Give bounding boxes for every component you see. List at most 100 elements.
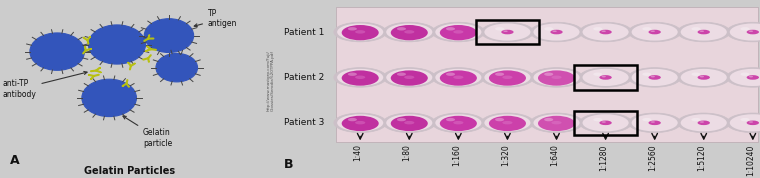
Circle shape: [397, 118, 406, 121]
Circle shape: [642, 118, 651, 121]
Text: anti-TP
antibody: anti-TP antibody: [2, 71, 87, 99]
Ellipse shape: [342, 25, 378, 40]
Circle shape: [727, 113, 760, 133]
Circle shape: [446, 72, 455, 76]
Circle shape: [602, 76, 606, 77]
Circle shape: [579, 113, 632, 133]
Text: Patient 3: Patient 3: [283, 118, 324, 127]
Circle shape: [156, 53, 198, 82]
Circle shape: [677, 68, 730, 87]
Circle shape: [435, 23, 481, 41]
Circle shape: [484, 69, 530, 86]
Bar: [134, 63, 136, 64]
Ellipse shape: [342, 70, 378, 86]
Circle shape: [642, 27, 651, 30]
Circle shape: [432, 113, 485, 133]
Circle shape: [700, 76, 704, 77]
Circle shape: [698, 30, 710, 34]
Circle shape: [749, 30, 753, 32]
Bar: [84, 46, 86, 48]
Ellipse shape: [502, 121, 512, 124]
Circle shape: [692, 118, 701, 121]
Bar: [88, 74, 90, 75]
Circle shape: [651, 121, 655, 123]
Ellipse shape: [489, 70, 526, 86]
Bar: [145, 50, 147, 52]
Circle shape: [495, 118, 504, 121]
Circle shape: [550, 30, 562, 34]
Bar: [574, 65, 638, 90]
Circle shape: [553, 30, 557, 32]
Circle shape: [681, 114, 727, 131]
Circle shape: [334, 22, 387, 42]
Circle shape: [602, 121, 606, 123]
Text: B: B: [283, 158, 293, 171]
Text: 1:640: 1:640: [550, 144, 559, 166]
Text: 1:160: 1:160: [451, 144, 461, 166]
Circle shape: [383, 68, 435, 87]
Ellipse shape: [355, 75, 366, 79]
Circle shape: [648, 30, 661, 34]
Circle shape: [594, 118, 602, 121]
Circle shape: [446, 27, 455, 30]
Circle shape: [386, 69, 432, 86]
Circle shape: [582, 69, 629, 86]
Ellipse shape: [453, 30, 464, 34]
Bar: [476, 20, 540, 44]
Circle shape: [544, 118, 553, 121]
Circle shape: [746, 121, 759, 125]
Circle shape: [397, 72, 406, 76]
Text: 1:80: 1:80: [403, 144, 412, 161]
Bar: [90, 48, 91, 50]
Ellipse shape: [453, 75, 464, 79]
Circle shape: [579, 22, 632, 42]
Bar: [99, 67, 100, 69]
Circle shape: [484, 114, 530, 131]
Bar: [89, 36, 91, 38]
Ellipse shape: [552, 121, 562, 124]
Circle shape: [594, 27, 602, 30]
Ellipse shape: [552, 75, 562, 79]
Circle shape: [648, 75, 661, 80]
Circle shape: [582, 114, 629, 131]
Circle shape: [495, 72, 504, 76]
Circle shape: [740, 72, 749, 76]
Circle shape: [544, 27, 553, 30]
Circle shape: [534, 114, 580, 131]
Circle shape: [632, 69, 678, 86]
Bar: [100, 72, 102, 73]
Circle shape: [435, 69, 481, 86]
Circle shape: [582, 23, 629, 41]
Text: Patient 1: Patient 1: [283, 28, 324, 36]
Bar: [122, 85, 124, 87]
Ellipse shape: [538, 116, 575, 131]
Circle shape: [749, 121, 753, 123]
Circle shape: [348, 72, 357, 76]
Circle shape: [334, 68, 387, 87]
Circle shape: [700, 30, 704, 32]
Bar: [574, 111, 638, 135]
Circle shape: [746, 75, 759, 80]
Text: Gelatin Particles: Gelatin Particles: [84, 166, 176, 176]
Circle shape: [484, 23, 530, 41]
Circle shape: [481, 113, 534, 133]
Circle shape: [481, 22, 534, 42]
Ellipse shape: [391, 25, 428, 40]
Ellipse shape: [440, 70, 477, 86]
Circle shape: [144, 19, 194, 53]
Bar: [148, 35, 150, 36]
Circle shape: [30, 33, 84, 70]
Text: 1:40: 1:40: [353, 144, 363, 161]
Circle shape: [534, 23, 580, 41]
FancyBboxPatch shape: [336, 7, 758, 142]
Circle shape: [446, 118, 455, 121]
Circle shape: [651, 30, 655, 32]
Circle shape: [432, 68, 485, 87]
Circle shape: [700, 121, 704, 123]
Circle shape: [629, 113, 681, 133]
Circle shape: [600, 30, 612, 34]
Ellipse shape: [440, 116, 477, 131]
Circle shape: [681, 69, 727, 86]
Circle shape: [481, 68, 534, 87]
Ellipse shape: [391, 116, 428, 131]
